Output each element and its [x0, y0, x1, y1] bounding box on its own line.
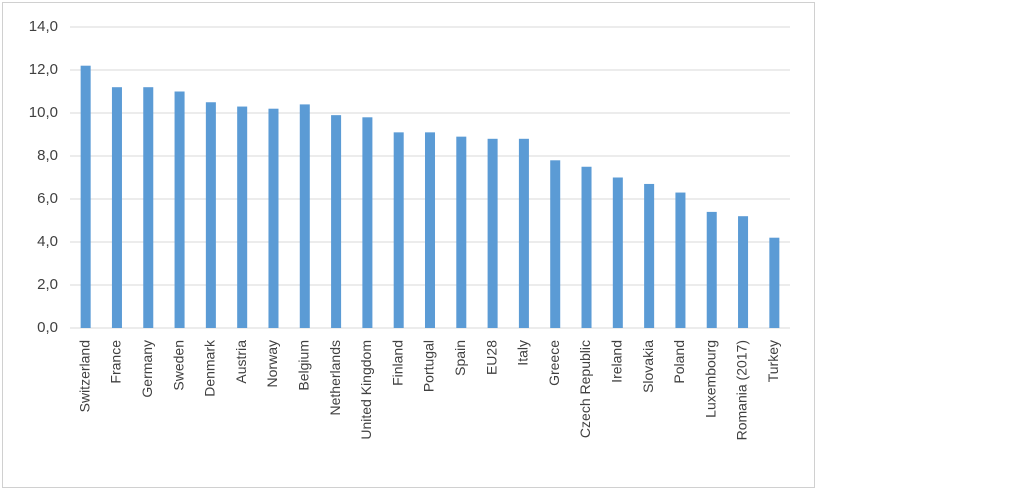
y-tick-label: 0,0: [37, 319, 58, 336]
chart-border: [2, 2, 815, 488]
x-tick-label: Belgium: [295, 340, 311, 391]
bar: [738, 216, 749, 328]
bar: [143, 87, 154, 328]
x-tick-label: Italy: [515, 340, 531, 366]
bar: [331, 115, 342, 329]
x-tick-label: Turkey: [765, 340, 781, 382]
bar: [174, 91, 185, 328]
bar: [675, 192, 686, 328]
bar: [299, 104, 310, 329]
bar: [111, 87, 122, 328]
bar: [487, 138, 498, 328]
bar: [769, 237, 780, 328]
y-tick-label: 14,0: [29, 18, 58, 35]
bar: [706, 211, 717, 328]
x-tick-label: Norway: [264, 340, 280, 387]
x-tick-label: Finland: [389, 340, 405, 386]
x-tick-label: Portugal: [421, 340, 437, 392]
x-tick-label: Netherlands: [327, 340, 343, 416]
bar: [612, 177, 623, 328]
bar: [205, 102, 216, 328]
y-tick-label: 12,0: [29, 61, 58, 78]
bar: [362, 117, 373, 328]
bar: [393, 132, 404, 328]
x-tick-label: Denmark: [202, 339, 218, 397]
bar: [456, 136, 467, 328]
x-tick-label: Sweden: [170, 340, 186, 391]
x-tick-label: Switzerland: [76, 340, 92, 412]
x-tick-label: Luxembourg: [702, 340, 718, 418]
bar: [518, 138, 529, 328]
bar: [268, 108, 279, 328]
bar: [237, 106, 248, 328]
x-tick-label: Ireland: [609, 340, 625, 383]
bar: [581, 166, 592, 328]
y-tick-label: 10,0: [29, 104, 58, 121]
y-tick-label: 6,0: [37, 190, 58, 207]
bar: [550, 160, 561, 328]
x-tick-label: Greece: [546, 340, 562, 386]
x-tick-label: Romania (2017): [734, 340, 750, 440]
x-tick-label: Germany: [139, 340, 155, 398]
x-tick-label: Austria: [233, 340, 249, 384]
x-tick-label: Slovakia: [640, 340, 656, 393]
x-tick-label: EU28: [483, 340, 499, 375]
bar: [424, 132, 436, 328]
x-tick-label: Poland: [671, 340, 687, 384]
x-tick-label: France: [108, 340, 124, 384]
y-tick-label: 2,0: [37, 276, 58, 293]
bar: [80, 65, 91, 328]
x-tick-label: Czech Republic: [577, 340, 593, 438]
bar: [644, 183, 655, 328]
y-tick-label: 8,0: [37, 147, 58, 164]
x-tick-label: Spain: [452, 340, 468, 376]
y-tick-label: 4,0: [37, 233, 58, 250]
x-tick-label: United Kingdom: [358, 340, 374, 440]
